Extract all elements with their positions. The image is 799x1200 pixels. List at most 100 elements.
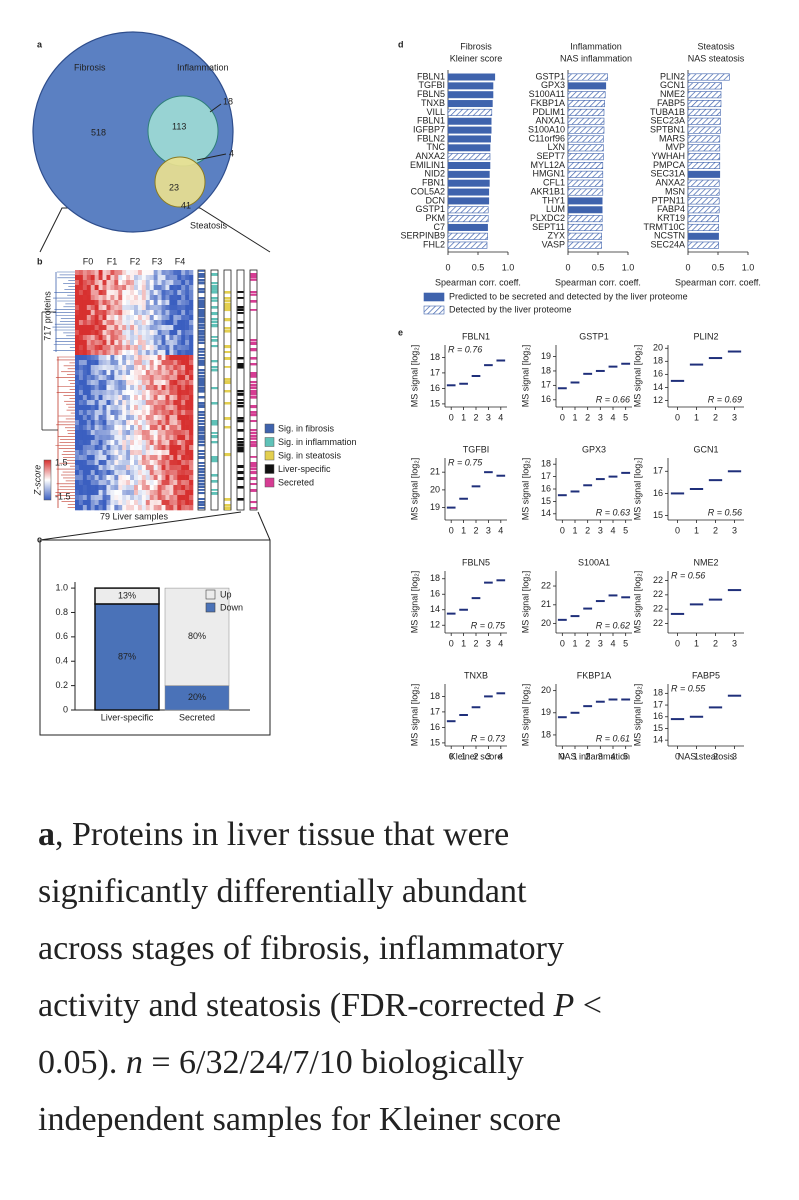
- x-tick-label: 1: [461, 638, 466, 648]
- heatmap-cell: [173, 405, 178, 411]
- x-tick-label: 0: [565, 262, 570, 272]
- heatmap-cell: [169, 420, 174, 426]
- gene-label: GSTP1: [535, 71, 565, 81]
- annotation-stripe: [198, 483, 205, 486]
- heatmap-cell: [130, 485, 135, 491]
- heatmap-cell: [122, 455, 127, 461]
- heatmap-cell: [122, 445, 127, 451]
- heatmap-cell: [173, 415, 178, 421]
- heatmap-cell: [169, 435, 174, 441]
- heatmap-cell: [122, 295, 127, 301]
- heatmap-cell: [134, 390, 139, 396]
- heatmap-cell: [94, 340, 99, 346]
- heatmap-cell: [122, 390, 127, 396]
- y-tick-label: 0.2: [55, 680, 68, 690]
- heatmap-cell: [145, 445, 151, 451]
- heatmap-cell: [130, 455, 135, 461]
- annotation-stripe: [250, 420, 257, 423]
- heatmap-cell: [98, 270, 103, 276]
- heatmap-cell: [102, 290, 107, 296]
- heatmap-cell: [98, 445, 103, 451]
- heatmap-cell: [137, 290, 143, 296]
- legend-label: Up: [220, 589, 232, 599]
- heatmap-cell: [153, 410, 158, 416]
- heatmap-cell: [161, 345, 166, 351]
- heatmap-cell: [173, 270, 178, 276]
- heatmap-cell: [94, 400, 99, 406]
- heatmap-cell: [161, 350, 166, 356]
- annotation-stripe: [237, 321, 244, 324]
- heatmap-cell: [114, 440, 119, 446]
- heatmap-cell: [134, 430, 139, 436]
- heatmap-cell: [165, 500, 170, 506]
- x-tick-label: 0: [449, 525, 454, 535]
- heatmap-cell: [149, 415, 154, 421]
- y-tick-label: 21: [541, 599, 551, 609]
- heatmap-cell: [126, 275, 131, 281]
- x-tick-label: 2: [713, 751, 718, 761]
- x-tick-label: 1: [572, 751, 577, 761]
- heatmap-cell: [173, 390, 178, 396]
- x-tick-label: 4: [498, 525, 503, 535]
- heatmap-cell: [94, 430, 99, 436]
- heatmap-cell: [98, 490, 103, 496]
- annotation: R = 0.63: [596, 507, 630, 517]
- heatmap-cell: [165, 290, 170, 296]
- heatmap-cell: [110, 445, 115, 451]
- heatmap-cell: [86, 305, 92, 311]
- heatmap-cell: [189, 360, 194, 366]
- heatmap-cell: [145, 305, 151, 311]
- heatmap-cell: [102, 345, 107, 351]
- heatmap-cell: [161, 455, 166, 461]
- heatmap-cell: [75, 355, 80, 361]
- x-tick-label: Liver-specific: [101, 712, 154, 722]
- heatmap-cell: [110, 355, 115, 361]
- heatmap-cell: [177, 285, 182, 291]
- heatmap-cell: [189, 350, 194, 356]
- bar: [447, 206, 489, 214]
- annotation: R = 0.75: [448, 457, 483, 467]
- heatmap-cell: [110, 455, 115, 461]
- heatmap-cell: [106, 340, 111, 346]
- heatmap-cell: [114, 295, 119, 301]
- heatmap-cell: [185, 440, 190, 446]
- heatmap-cell: [110, 480, 115, 486]
- heatmap-cell: [130, 390, 135, 396]
- bar: [567, 126, 605, 134]
- heatmap-cell: [102, 410, 107, 416]
- heatmap-cell: [149, 375, 154, 381]
- heatmap-cell: [149, 475, 154, 481]
- heatmap-cell: [137, 280, 143, 286]
- annotation-stripe: [250, 357, 257, 360]
- heatmap-cell: [114, 500, 119, 506]
- heatmap-cell: [153, 365, 158, 371]
- heatmap-cell: [157, 305, 162, 311]
- annotation-stripe: [198, 504, 205, 507]
- heatmap-cell: [149, 405, 154, 411]
- heatmap-cell: [130, 380, 135, 386]
- heatmap-cell: [134, 285, 139, 291]
- heatmap-cell: [78, 500, 84, 506]
- heatmap-cell: [86, 475, 92, 481]
- heatmap-cell: [173, 350, 178, 356]
- heatmap-cell: [157, 380, 162, 386]
- annotation-stripe: [198, 291, 205, 294]
- heatmap-cell: [94, 335, 99, 341]
- heatmap-cell: [118, 480, 123, 486]
- heatmap-cell: [94, 320, 99, 326]
- heatmap-cell: [118, 370, 123, 376]
- heatmap-cell: [185, 290, 190, 296]
- heatmap-cell: [94, 380, 99, 386]
- heatmap-cell: [165, 280, 170, 286]
- x-tick-label: 1.0: [742, 262, 755, 272]
- heatmap-cell: [75, 425, 80, 431]
- heatmap-cell: [157, 435, 162, 441]
- heatmap-cell: [102, 460, 107, 466]
- heatmap-cell: [149, 300, 154, 306]
- y-tick-label: 16: [541, 483, 551, 493]
- annotation-stripe: [250, 441, 257, 444]
- heatmap-cell: [75, 295, 80, 301]
- heatmap-cell: [169, 440, 174, 446]
- heatmap-cell: [82, 445, 88, 451]
